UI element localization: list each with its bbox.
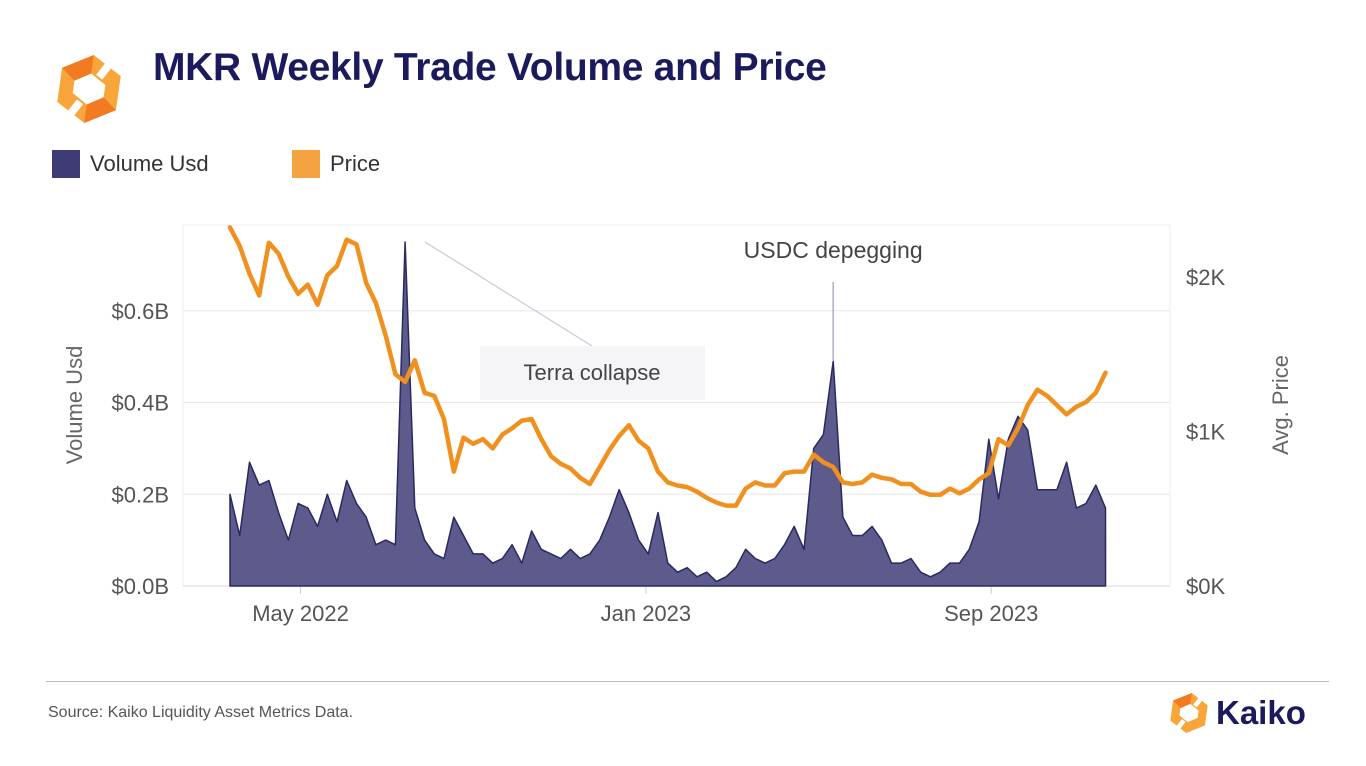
y-left-tick-label: $0.6B (112, 299, 170, 324)
y-right-axis-title: Avg. Price (1268, 355, 1293, 455)
annotation-connector-terra (424, 241, 593, 347)
y-right-tick-label: $1K (1186, 419, 1225, 444)
x-tick-label: Jan 2023 (601, 601, 692, 626)
series-volume-area (229, 241, 1107, 587)
brand-logo: Kaiko (1166, 690, 1306, 736)
chart-title: MKR Weekly Trade Volume and Price (153, 46, 827, 89)
legend-item-volume[interactable]: Volume Usd (52, 150, 209, 178)
brand-mark-icon (1170, 692, 1208, 734)
y-left-axis-title: Volume Usd (62, 346, 87, 465)
source-note: Source: Kaiko Liquidity Asset Metrics Da… (48, 704, 354, 721)
series-price-line (227, 225, 1108, 508)
footer-divider (46, 681, 1329, 682)
x-tick-label: May 2022 (252, 601, 349, 626)
legend-swatch-price (292, 150, 320, 178)
x-tick-label: Sep 2023 (944, 601, 1038, 626)
kaiko-logo-icon (50, 50, 128, 128)
legend-label-price: Price (330, 151, 381, 176)
y-right-tick-label: $2K (1186, 265, 1225, 290)
annotation-usdc-depegging: USDC depegging (744, 237, 923, 263)
y-left-tick-label: $0.2B (112, 482, 170, 507)
legend-label-volume: Volume Usd (90, 151, 209, 176)
annotation-box-terra (480, 346, 705, 400)
legend-swatch-volume (52, 150, 80, 178)
chart-canvas: $0.0B $0.2B $0.4B $0.6B $0K $1K $2K May 2022 Jan… (62, 224, 1293, 626)
y-left-tick-label: $0.0B (112, 574, 170, 599)
y-right-tick-label: $0K (1186, 574, 1225, 599)
brand-name: Kaiko (1216, 694, 1306, 731)
y-left-tick-label: $0.4B (112, 391, 170, 416)
legend-item-price[interactable]: Price (292, 150, 380, 178)
annotation-terra-collapse: Terra collapse (524, 360, 661, 385)
